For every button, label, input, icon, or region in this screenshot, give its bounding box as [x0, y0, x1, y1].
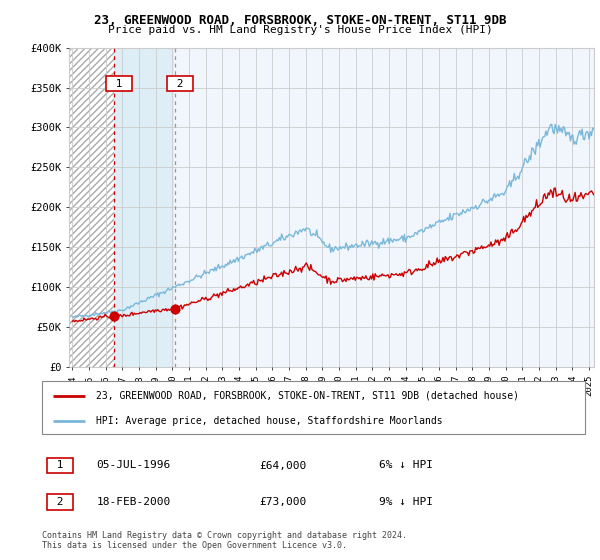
Point — [109, 311, 119, 320]
Text: 2: 2 — [170, 78, 190, 88]
Point — [170, 304, 179, 313]
Text: £73,000: £73,000 — [259, 497, 307, 507]
Text: 23, GREENWOOD ROAD, FORSBROOK, STOKE-ON-TRENT, ST11 9DB (detached house): 23, GREENWOOD ROAD, FORSBROOK, STOKE-ON-… — [97, 391, 519, 401]
Text: 6% ↓ HPI: 6% ↓ HPI — [379, 460, 433, 470]
Text: 1: 1 — [50, 460, 70, 470]
Text: HPI: Average price, detached house, Staffordshire Moorlands: HPI: Average price, detached house, Staf… — [97, 416, 443, 426]
Text: 23, GREENWOOD ROAD, FORSBROOK, STOKE-ON-TRENT, ST11 9DB: 23, GREENWOOD ROAD, FORSBROOK, STOKE-ON-… — [94, 14, 506, 27]
Text: 18-FEB-2000: 18-FEB-2000 — [97, 497, 170, 507]
Bar — [64, 48, 114, 367]
Text: Contains HM Land Registry data © Crown copyright and database right 2024.
This d: Contains HM Land Registry data © Crown c… — [42, 531, 407, 550]
Bar — [114, 48, 175, 367]
Text: £64,000: £64,000 — [259, 460, 307, 470]
Text: 2: 2 — [50, 497, 70, 507]
Text: 05-JUL-1996: 05-JUL-1996 — [97, 460, 170, 470]
Text: 1: 1 — [109, 78, 130, 88]
Text: 9% ↓ HPI: 9% ↓ HPI — [379, 497, 433, 507]
Text: Price paid vs. HM Land Registry's House Price Index (HPI): Price paid vs. HM Land Registry's House … — [107, 25, 493, 35]
Bar — [64, 48, 114, 367]
FancyBboxPatch shape — [42, 381, 585, 434]
